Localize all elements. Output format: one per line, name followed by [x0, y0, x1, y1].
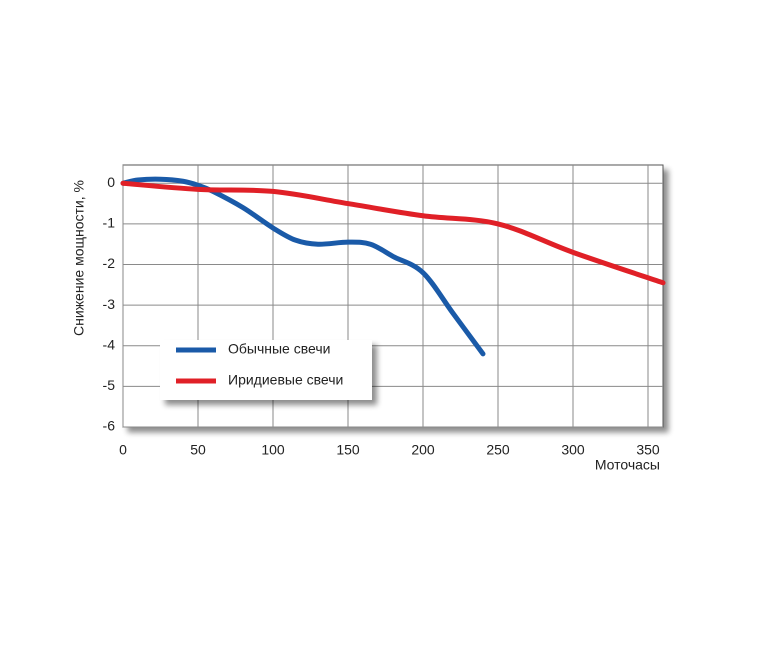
data-line	[120, 176, 486, 357]
y-axis-label: Снижение мощности, %	[71, 180, 87, 336]
legend-label: Обычные свечи	[228, 341, 330, 357]
legend-label: Иридиевые свечи	[228, 372, 343, 388]
x-tick-label: 50	[190, 442, 206, 458]
y-tick-label: -2	[103, 255, 116, 271]
x-tick-label: 100	[261, 442, 285, 458]
x-tick-label: 250	[486, 442, 510, 458]
y-tick-label: -3	[103, 296, 116, 312]
x-tick-label: 150	[336, 442, 360, 458]
x-axis-label: Моточасы	[595, 457, 660, 473]
data-line	[120, 180, 666, 286]
x-tick-label: 300	[561, 442, 585, 458]
y-tick-label: -1	[103, 215, 116, 231]
y-tick-label: -5	[103, 377, 116, 393]
x-tick-label: 200	[411, 442, 435, 458]
y-tick-label: 0	[107, 174, 115, 190]
x-tick-label: 0	[119, 442, 127, 458]
y-tick-label: -6	[103, 418, 116, 434]
y-tick-label: -4	[103, 336, 116, 352]
x-tick-label: 350	[636, 442, 660, 458]
